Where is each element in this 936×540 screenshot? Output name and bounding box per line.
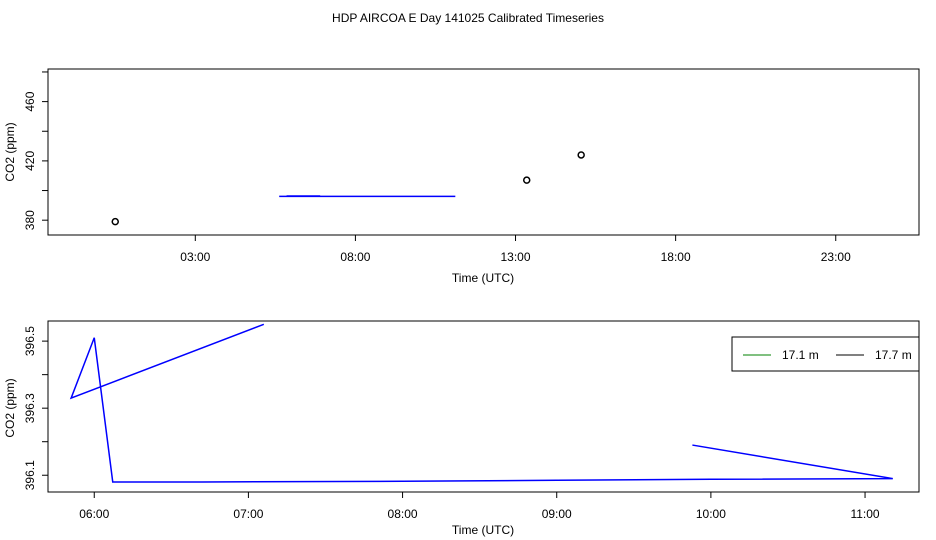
x-tick-label: 23:00 [821,250,851,264]
plot-frame-top [47,68,920,236]
data-point [577,151,585,159]
data-point [522,176,531,184]
x-axis-label-top: Time (UTC) [452,271,514,285]
plot-marks-bottom [69,323,893,483]
y-tick-label: 396.5 [23,326,37,356]
x-axis-bottom: 06:00 07:00 08:00 09:00 10:00 11:00 [79,492,880,521]
x-tick-label: 11:00 [850,507,879,521]
x-axis-label-bottom: Time (UTC) [452,523,514,537]
data-point [111,217,119,226]
x-tick-label: 06:00 [79,507,109,521]
y-axis-top: 380 420 460 [23,71,48,230]
series-line [69,323,893,483]
plot-frame-bottom [47,320,920,493]
x-tick-label: 03:00 [180,250,210,264]
y-tick-label: 396.3 [23,393,37,423]
y-tick-label: 396.1 [23,460,37,490]
panel-top: 380 420 460 03:00 08:00 13:00 18:00 23:00 Time… [3,68,920,285]
x-axis-top: 03:00 08:00 13:00 18:00 23:00 [180,235,851,264]
legend-box [731,336,920,372]
y-tick-label: 420 [23,151,37,171]
x-tick-label: 07:00 [233,507,263,521]
y-axis-label-bottom: CO2 (ppm) [3,378,17,437]
legend: 17.1 m 17.7 m [731,336,920,372]
legend-label-17-7m: 17.7 m [875,348,912,362]
y-axis-bottom: 396.1 396.3 396.5 [23,326,48,490]
x-tick-label: 10:00 [696,507,726,521]
x-tick-label: 09:00 [542,507,572,521]
plot-marks-top [111,151,585,226]
x-tick-label: 08:00 [388,507,418,521]
y-tick-label: 460 [23,91,37,111]
x-tick-label: 13:00 [501,250,531,264]
x-tick-label: 18:00 [661,250,691,264]
y-axis-label-top: CO2 (ppm) [3,122,17,181]
legend-label-17-1m: 17.1 m [782,348,819,362]
x-tick-label: 08:00 [340,250,370,264]
y-tick-label: 380 [23,210,37,230]
panel-bottom: 396.1 396.3 396.5 06:00 07:00 08:00 09:00 10:0… [3,320,920,537]
chart-title: HDP AIRCOA E Day 141025 Calibrated Times… [332,11,604,25]
